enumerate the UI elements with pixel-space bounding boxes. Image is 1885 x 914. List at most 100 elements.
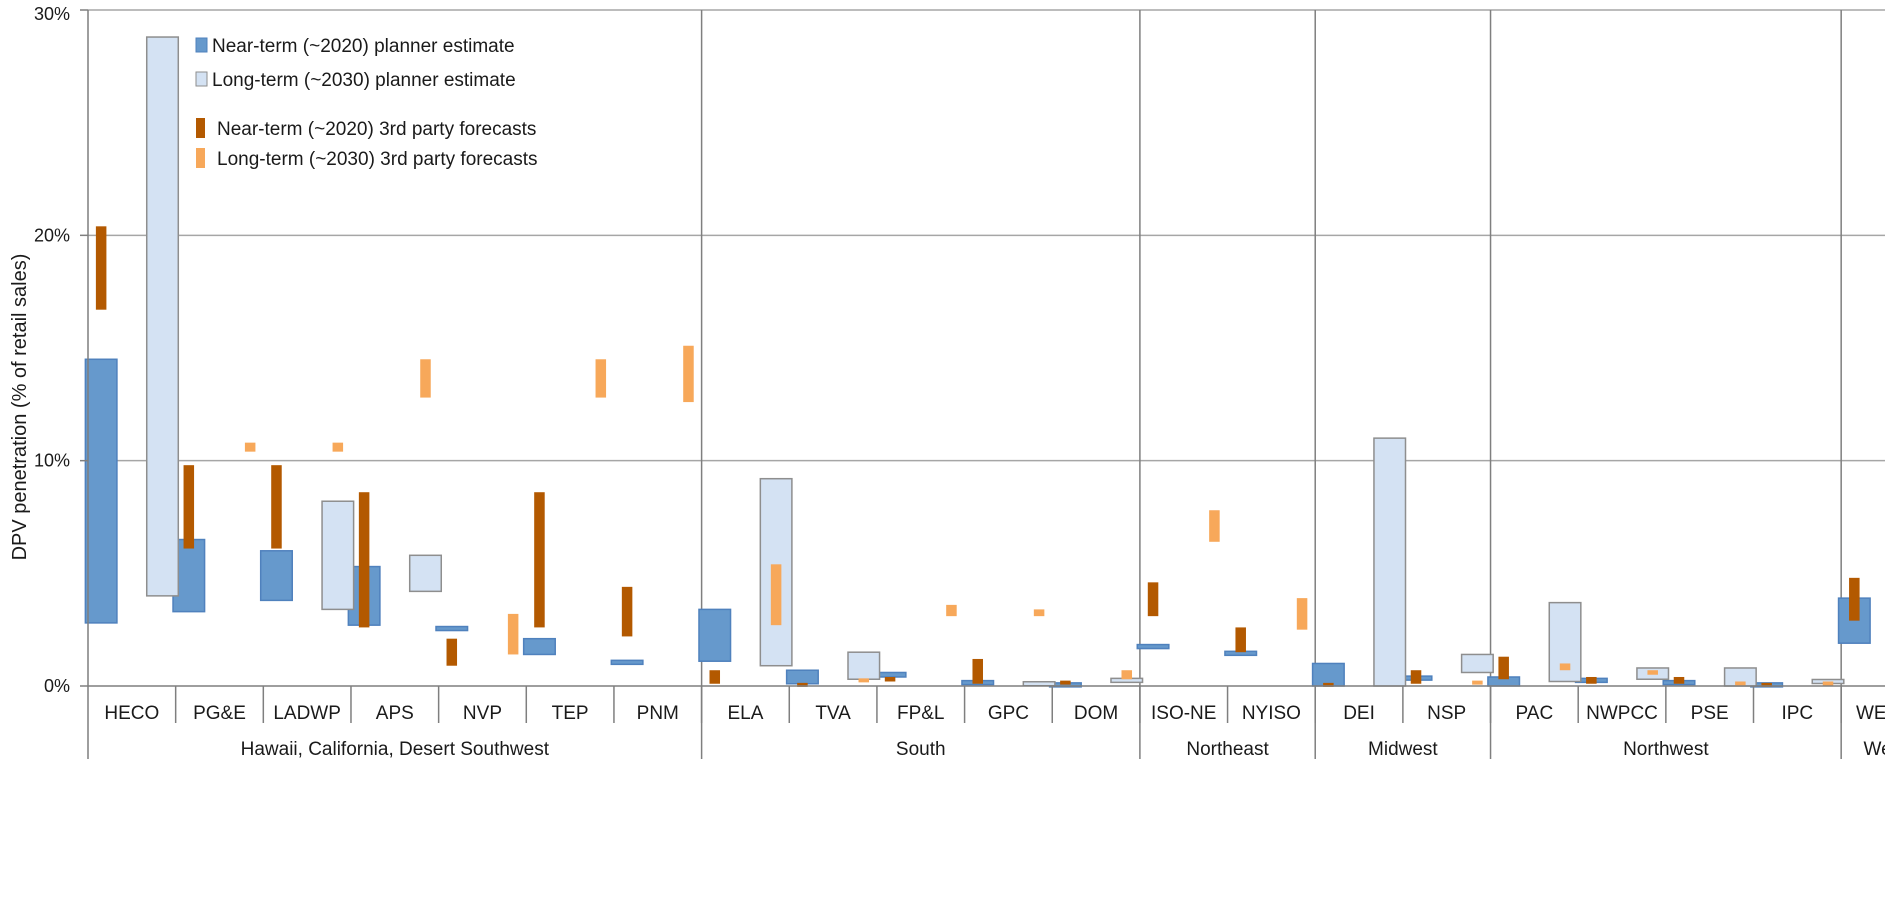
near-term-3rd-party-bar — [1410, 670, 1422, 684]
category-label: NYISO — [1242, 703, 1301, 724]
long-term-3rd-party-bar — [770, 564, 782, 626]
near-term-3rd-party-bar — [1147, 582, 1159, 617]
near-term-planner-bar — [1136, 643, 1170, 650]
category-label: LADWP — [273, 703, 341, 724]
long-term-planner-bar — [847, 651, 881, 680]
bars — [84, 36, 1871, 688]
y-tick-label: 10% — [34, 451, 70, 471]
legend: Near-term (~2020) planner estimate Long-t… — [195, 36, 538, 170]
legend-label: Long-term (~2030) planner estimate — [212, 70, 516, 91]
category-label: NWPCC — [1586, 703, 1658, 724]
long-term-3rd-party-bar — [420, 359, 431, 398]
category-label: NSP — [1427, 703, 1466, 724]
long-term-planner-bar — [1460, 653, 1494, 674]
near-term-planner-bar — [1311, 662, 1345, 687]
near-term-3rd-party-bar — [1323, 682, 1334, 687]
near-term-3rd-party-bar — [709, 670, 721, 684]
long-term-3rd-party-bar — [507, 613, 519, 655]
gridlines — [88, 9, 1885, 462]
long-term-3rd-party-bar — [683, 345, 694, 403]
long-term-3rd-party-bar — [1296, 598, 1308, 630]
long-term-planner-bar — [145, 36, 180, 597]
y-tick-label: 20% — [34, 225, 70, 245]
long-term-3rd-party-bar — [332, 442, 344, 452]
category-label: HECO — [104, 703, 159, 724]
category-label: WECC — [1856, 703, 1885, 724]
group-label: Northwest — [1623, 739, 1709, 760]
near-term-3rd-party-bar — [1060, 680, 1071, 685]
y-tick-label: 30% — [34, 4, 70, 24]
group-labels: Hawaii, California, Desert Southwest Sout… — [241, 739, 1885, 760]
near-term-3rd-party-bar — [1673, 676, 1685, 684]
near-term-3rd-party-bar — [797, 682, 808, 687]
group-label: South — [896, 739, 946, 760]
near-term-3rd-party-bar — [884, 676, 896, 682]
legend-label: Long-term (~2030) 3rd party forecasts — [217, 149, 538, 170]
category-label: TEP — [552, 703, 589, 724]
long-term-3rd-party-bar — [1209, 510, 1220, 542]
near-term-3rd-party-bar — [621, 586, 633, 637]
category-label: DOM — [1074, 703, 1118, 724]
long-term-3rd-party-bar — [1121, 670, 1133, 680]
near-term-planner-bar — [522, 637, 556, 656]
long-term-3rd-party-bar — [858, 678, 870, 683]
category-label: DEI — [1343, 703, 1375, 724]
legend-label: Near-term (~2020) 3rd party forecasts — [217, 119, 536, 140]
category-label: APS — [376, 703, 414, 724]
category-label: TVA — [815, 703, 851, 724]
long-term-3rd-party-bar — [1647, 670, 1658, 675]
category-label: IPC — [1781, 703, 1813, 724]
category-label: ISO-NE — [1151, 703, 1216, 724]
axes — [80, 9, 1885, 759]
near-term-planner-bar — [698, 608, 732, 662]
near-term-planner-bar — [84, 358, 118, 624]
y-tick-label: 0% — [44, 676, 70, 696]
long-term-3rd-party-bar — [1822, 681, 1834, 686]
near-term-3rd-party-bar — [1761, 682, 1772, 687]
long-term-planner-bar — [408, 554, 443, 593]
group-label: Northeast — [1186, 739, 1269, 760]
legend-swatch — [196, 118, 205, 138]
near-term-3rd-party-bar — [1849, 577, 1860, 621]
long-term-3rd-party-bar — [946, 604, 957, 617]
group-label: Hawaii, California, Desert Southwest — [241, 739, 550, 760]
category-label: PNM — [637, 703, 679, 724]
y-tick-labels: 0% 10% 20% 30% — [34, 4, 70, 696]
long-term-3rd-party-bar — [1559, 663, 1571, 671]
near-term-3rd-party-bar — [972, 658, 983, 684]
long-term-planner-bar — [1022, 680, 1056, 687]
category-label: NVP — [463, 703, 502, 724]
near-term-3rd-party-bar — [1586, 676, 1597, 684]
legend-swatch — [196, 148, 205, 168]
near-term-3rd-party-bar — [271, 465, 282, 549]
category-label: PAC — [1516, 703, 1554, 724]
near-term-planner-bar — [785, 669, 819, 685]
near-term-planner-bar — [610, 659, 644, 666]
category-labels: HECO PG&E LADWP APS NVP TEP PNM ELA TVA FP&L GPC DO… — [104, 703, 1885, 724]
long-term-3rd-party-bar — [595, 359, 607, 398]
long-term-3rd-party-bar — [244, 442, 256, 452]
long-term-planner-bar — [321, 500, 355, 611]
category-label: PSE — [1691, 703, 1729, 724]
near-term-3rd-party-bar — [1498, 656, 1509, 680]
long-term-planner-bar — [1373, 437, 1407, 687]
near-term-planner-bar — [259, 550, 293, 602]
near-term-planner-bar — [435, 625, 469, 632]
long-term-3rd-party-bar — [1735, 681, 1746, 686]
group-label: West — [1864, 739, 1885, 760]
group-separators — [700, 10, 1842, 759]
category-label: FP&L — [897, 703, 945, 724]
group-label: Midwest — [1368, 739, 1438, 760]
near-term-3rd-party-bar — [446, 638, 458, 666]
long-term-3rd-party-bar — [1472, 680, 1483, 685]
near-term-3rd-party-bar — [183, 465, 195, 549]
near-term-3rd-party-bar — [534, 492, 545, 628]
legend-swatch — [195, 37, 208, 53]
near-term-3rd-party-bar — [358, 492, 370, 628]
category-label: PG&E — [193, 703, 246, 724]
y-axis-label: DPV penetration (% of retail sales) — [9, 254, 31, 561]
near-term-3rd-party-bar — [1235, 627, 1246, 653]
near-term-3rd-party-bar — [95, 226, 107, 310]
legend-label: Near-term (~2020) planner estimate — [212, 36, 515, 57]
